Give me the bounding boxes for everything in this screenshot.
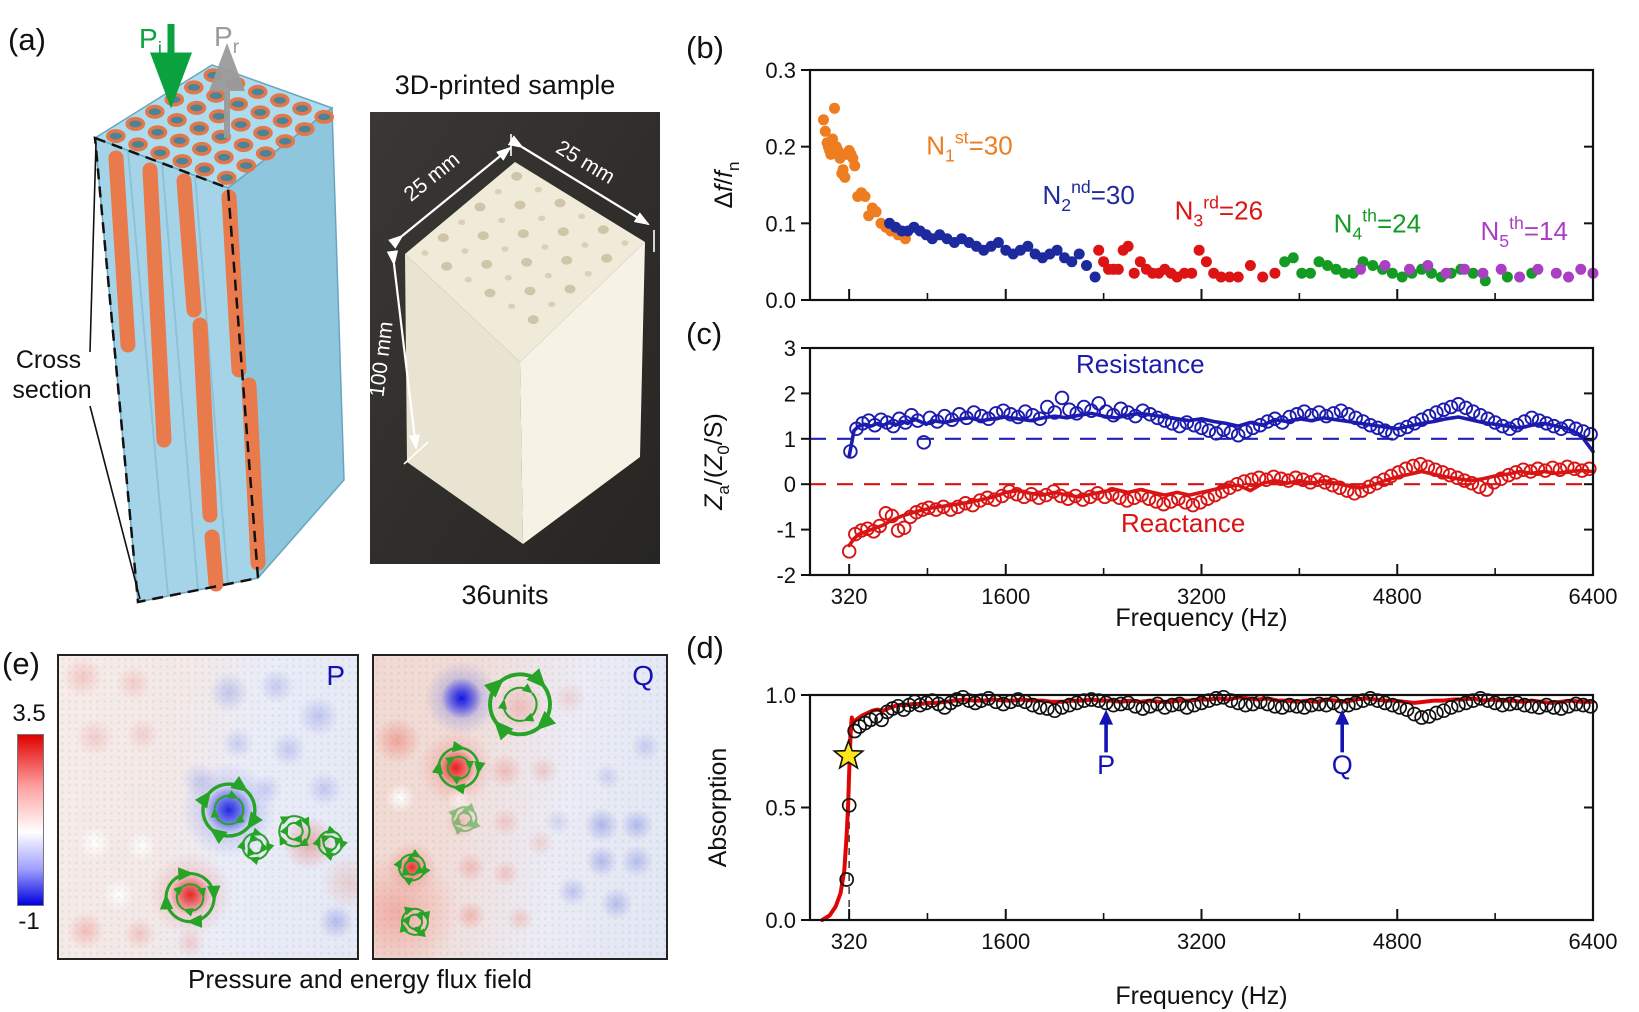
panel-a-label: (a) [8, 22, 46, 57]
svg-text:0.3: 0.3 [765, 58, 796, 83]
svg-text:Za/(Z0/S): Za/(Z0/S) [700, 413, 733, 511]
incident-wave-label: Pi [139, 23, 162, 60]
svg-text:0.0: 0.0 [765, 908, 796, 933]
panel-d-label: (d) [686, 630, 724, 665]
pressure-field-P: P [57, 654, 359, 960]
svg-text:Frequency (Hz): Frequency (Hz) [1115, 982, 1287, 1010]
svg-text:0.2: 0.2 [765, 135, 796, 160]
svg-text:6400: 6400 [1569, 929, 1618, 954]
reflected-wave-label: Pr [214, 21, 240, 58]
svg-text:Q: Q [1332, 750, 1353, 780]
svg-text:N4th=24: N4th=24 [1334, 206, 1421, 244]
svg-text:4800: 4800 [1373, 584, 1422, 609]
svg-text:1: 1 [784, 427, 796, 452]
sample-right-face [520, 242, 645, 544]
svg-text:3200: 3200 [1177, 584, 1226, 609]
svg-text:Δf/fn: Δf/fn [710, 161, 743, 208]
pressure-field-Q: Q [372, 654, 668, 960]
svg-text:N3rd=26: N3rd=26 [1175, 193, 1263, 231]
cross-section-label: Cross section [12, 346, 91, 404]
svg-text:-1: -1 [776, 518, 796, 543]
panel-b-label: (b) [686, 30, 724, 65]
field-q-label: Q [632, 660, 654, 691]
svg-text:3: 3 [784, 336, 796, 361]
svg-text:1600: 1600 [981, 929, 1030, 954]
svg-text:N1st=30: N1st=30 [926, 127, 1012, 165]
svg-text:0.5: 0.5 [765, 796, 796, 821]
dimension-arrows [386, 134, 655, 465]
svg-text:0.0: 0.0 [765, 288, 796, 310]
colorbar [17, 734, 44, 906]
svg-text:P: P [1097, 750, 1115, 780]
svg-text:2: 2 [784, 381, 796, 406]
callout-line-bottom [89, 405, 141, 600]
photo-caption: 36units [461, 580, 549, 610]
panel-e-label: (e) [2, 646, 40, 681]
svg-text:Frequency (Hz): Frequency (Hz) [1115, 604, 1287, 632]
svg-text:4800: 4800 [1373, 929, 1422, 954]
svg-text:Reactance: Reactance [1121, 508, 1245, 538]
chart-d-absorption: 320 1600 3200 4800 6400 0.0 0.5 1.0 Absorption Fr… [680, 632, 1630, 1012]
flux-dot-texture [374, 656, 666, 958]
sample-left-face [405, 254, 523, 544]
svg-text:6400: 6400 [1569, 584, 1618, 609]
cross-section-dashed-outline [93, 136, 260, 604]
svg-text:1.0: 1.0 [765, 683, 796, 708]
svg-text:Absorption: Absorption [704, 748, 732, 868]
svg-text:0.1: 0.1 [765, 211, 796, 236]
svg-text:N2nd=30: N2nd=30 [1042, 177, 1134, 215]
colorbar-min-label: -1 [18, 908, 40, 935]
colorbar-max-label: 3.5 [12, 700, 46, 727]
svg-text:320: 320 [831, 929, 868, 954]
svg-text:3200: 3200 [1177, 929, 1226, 954]
svg-text:Resistance: Resistance [1076, 349, 1205, 379]
sample-photo: 25 mm 25 mm 100 mm [370, 112, 660, 564]
field-p-label: P [326, 660, 345, 691]
svg-text:-2: -2 [776, 563, 796, 588]
callout-line-top [89, 142, 97, 353]
field-caption: Pressure and energy flux field [188, 964, 532, 994]
svg-text:0: 0 [784, 472, 796, 497]
photo-title: 3D-printed sample [394, 70, 616, 100]
chart-b-mode-splitting: 0.0 0.1 0.2 0.3 Δf/fn N1st=30 N2nd=30 N3rd=26 N4… [680, 28, 1630, 313]
panel-c-label: (c) [686, 316, 723, 351]
front-slats [127, 150, 229, 597]
chart-c-impedance: 320 1600 3200 4800 6400 3 2 1 0 -1 -2 Za/(Z0/S) Freq… [680, 312, 1630, 634]
svg-text:1600: 1600 [981, 584, 1030, 609]
svg-text:N5th=14: N5th=14 [1480, 213, 1567, 251]
svg-text:320: 320 [831, 584, 868, 609]
unit-cell-schematic: Cross section Pi Pr [12, 21, 345, 604]
